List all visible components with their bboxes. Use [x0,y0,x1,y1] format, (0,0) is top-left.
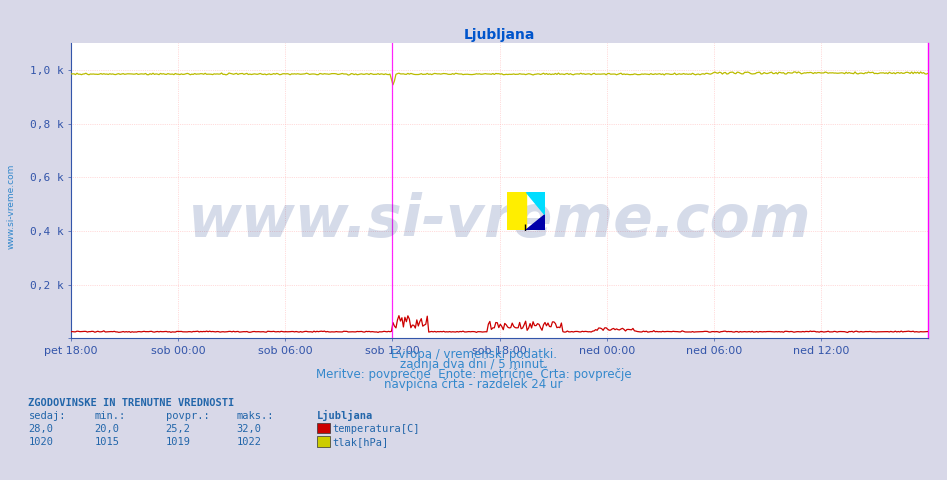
Text: 25,2: 25,2 [166,424,190,434]
Text: 20,0: 20,0 [95,424,119,434]
Text: maks.:: maks.: [237,410,275,420]
Bar [507,192,526,230]
Text: ZGODOVINSKE IN TRENUTNE VREDNOSTI: ZGODOVINSKE IN TRENUTNE VREDNOSTI [28,397,235,408]
Text: 1015: 1015 [95,437,119,447]
Text: zadnja dva dni / 5 minut.: zadnja dva dni / 5 minut. [400,358,547,371]
Text: min.:: min.: [95,410,126,420]
Text: 28,0: 28,0 [28,424,53,434]
Text: navpična črta - razdelek 24 ur: navpična črta - razdelek 24 ur [384,378,563,391]
Text: www.si-vreme.com: www.si-vreme.com [188,192,812,249]
Text: Meritve: povprečne  Enote: metrične  Črta: povprečje: Meritve: povprečne Enote: metrične Črta:… [315,366,632,381]
Text: Evropa / vremenski podatki.: Evropa / vremenski podatki. [390,348,557,360]
Text: sedaj:: sedaj: [28,410,66,420]
Text: Ljubljana: Ljubljana [317,409,373,420]
Text: povpr.:: povpr.: [166,410,209,420]
Polygon shape [526,215,545,230]
Text: temperatura[C]: temperatura[C] [332,424,420,434]
Text: 1019: 1019 [166,437,190,447]
Text: 1020: 1020 [28,437,53,447]
Title: Ljubljana: Ljubljana [464,28,535,42]
Text: www.si-vreme.com: www.si-vreme.com [7,164,16,249]
Polygon shape [526,192,545,215]
Text: 32,0: 32,0 [237,424,261,434]
Text: tlak[hPa]: tlak[hPa] [332,437,388,447]
Text: 1022: 1022 [237,437,261,447]
